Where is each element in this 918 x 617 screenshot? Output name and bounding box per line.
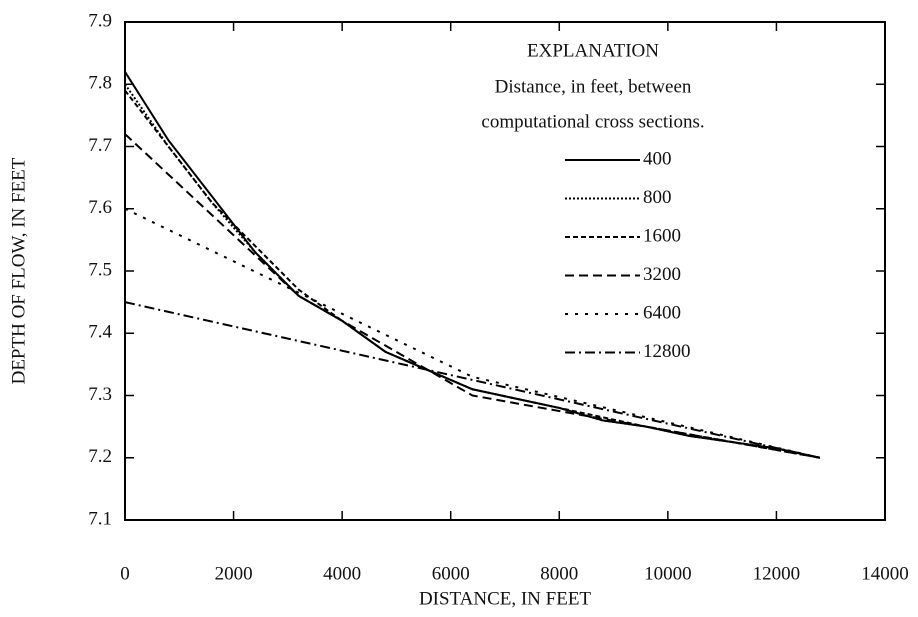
y-tick-label: 7.8 [88,73,112,94]
series-line [124,301,821,459]
x-tick-label: 0 [120,563,130,584]
x-tick-label: 6000 [432,563,470,584]
series-line [124,83,821,459]
legend-label: 6400 [643,302,681,323]
legend-label: 1600 [643,225,681,246]
series-line [124,133,821,459]
y-tick-label: 7.1 [88,508,112,529]
legend-title: EXPLANATION [527,40,659,61]
series-line [124,89,821,459]
legend-label: 800 [643,187,672,208]
y-tick-label: 7.7 [88,135,112,156]
y-axis-title: DEPTH OF FLOW, IN FEET [8,157,29,384]
y-tick-label: 7.2 [88,446,112,467]
x-axis-title: DISTANCE, IN FEET [419,588,591,609]
legend-subtitle: Distance, in feet, between [495,76,692,97]
legend-subtitle: computational cross sections. [481,111,704,132]
legend-label: 12800 [643,341,691,362]
y-tick-label: 7.6 [88,197,112,218]
series-line [124,207,821,459]
y-tick-label: 7.3 [88,384,112,405]
legend-label: 3200 [643,264,681,285]
x-tick-label: 2000 [215,563,253,584]
y-tick-label: 7.5 [88,259,112,280]
x-tick-label: 4000 [323,563,361,584]
legend-label: 400 [643,148,672,169]
series-line [124,71,821,459]
y-tick-label: 7.4 [88,322,112,343]
x-tick-label: 8000 [540,563,578,584]
x-tick-label: 12000 [753,563,801,584]
y-tick-label: 7.9 [88,10,112,31]
x-tick-label: 10000 [644,563,692,584]
x-tick-label: 14000 [861,563,909,584]
